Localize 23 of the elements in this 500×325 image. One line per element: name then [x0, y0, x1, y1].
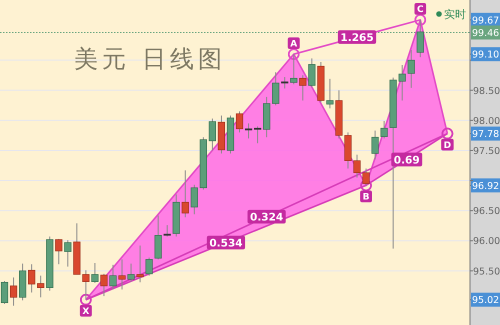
- y-tick-label: 96.50: [473, 206, 500, 218]
- ref-line-label: 99.46: [472, 28, 500, 39]
- y-tick-label: 97.50: [473, 146, 500, 157]
- annotation: 0.534: [209, 237, 243, 250]
- data-label: B: [362, 192, 370, 203]
- data-label: X: [82, 306, 90, 317]
- annotation: 0.324: [250, 211, 284, 224]
- y-tick-label: 97.78: [472, 129, 500, 140]
- y-tick-label: 95.50: [473, 266, 500, 278]
- data-label: C: [416, 5, 424, 16]
- annotation: 实时: [444, 8, 466, 21]
- data-label: A: [290, 39, 298, 50]
- y-tick-label: 95.02: [472, 295, 500, 306]
- data-label: D: [444, 140, 452, 151]
- y-tick-label: 96.92: [472, 180, 500, 192]
- annotation: 0.69: [394, 154, 420, 166]
- y-tick-label: 98.00: [473, 116, 500, 127]
- text: 美元 日线图: [74, 45, 226, 73]
- y-tick-label: 99.67: [472, 15, 500, 26]
- y-tick-label: 96.00: [473, 236, 500, 248]
- annotation: 1.265: [340, 32, 374, 44]
- y-tick-label: 99.10: [472, 50, 500, 61]
- y-tick-label: 98.50: [473, 86, 500, 97]
